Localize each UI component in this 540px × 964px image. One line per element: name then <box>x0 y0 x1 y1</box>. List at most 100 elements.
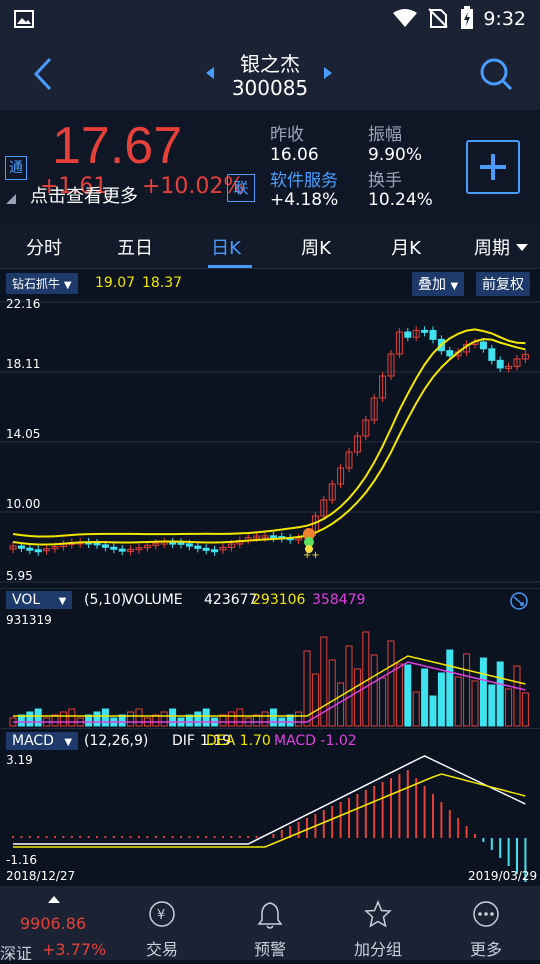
volume-bar <box>269 708 277 727</box>
volume-bar <box>387 640 395 727</box>
adjust-button[interactable]: 前复权 <box>476 272 530 296</box>
tab-daily-k[interactable]: 日K <box>211 238 241 259</box>
volume-bar <box>152 714 160 727</box>
volume-bar <box>295 711 303 727</box>
index-change: +3.77% <box>42 940 107 959</box>
candle <box>93 542 101 546</box>
prev-stock-icon[interactable] <box>204 66 216 80</box>
last-price: 17.67 <box>52 117 183 175</box>
macd-dif-value: 1.19 <box>200 733 232 749</box>
candle <box>253 535 261 539</box>
volume-bar <box>127 711 135 727</box>
chevron-down-icon: ▼ <box>58 596 67 607</box>
tab-intraday[interactable]: 分时 <box>26 238 62 259</box>
candle <box>387 353 395 377</box>
candle <box>496 359 504 369</box>
dea-value: 1.70 <box>239 733 271 749</box>
volume-bar <box>68 708 76 727</box>
volume-bar <box>194 711 202 727</box>
kline-chart[interactable]: 22.16 18.11 14.05 10.00 5.95 ++ <box>0 296 540 586</box>
back-icon[interactable] <box>30 56 54 92</box>
nav-add-group[interactable]: 加分组 <box>324 886 432 960</box>
volume-bar <box>345 645 353 727</box>
candle <box>194 545 202 549</box>
index-ticker[interactable]: 9906.86 深证 +3.77% <box>0 886 108 963</box>
quote-panel[interactable]: 通 17.67 +1.61 +10.02% 点击查看更多 联 昨收 16.06 … <box>0 110 540 224</box>
candle <box>320 499 328 517</box>
candle <box>127 548 135 552</box>
tap-more-hint[interactable]: 点击查看更多 <box>30 186 138 207</box>
candle <box>135 547 143 551</box>
battery-charging-icon <box>461 6 473 29</box>
next-stock-icon[interactable] <box>322 66 334 80</box>
lian-badge[interactable]: 联 <box>227 174 255 202</box>
volume-bar <box>395 663 403 727</box>
macd-dif-label: DIF <box>172 733 195 749</box>
stock-code: 300085 <box>231 76 309 100</box>
macd-selector[interactable]: MACD ▼ <box>6 732 79 750</box>
volume-selector-label: VOL <box>12 592 41 608</box>
volume-bar <box>34 708 42 727</box>
volume-selector[interactable]: VOL ▼ <box>6 591 73 609</box>
volume-bar <box>227 711 235 727</box>
volume-bar <box>446 649 454 727</box>
add-watchlist-button[interactable] <box>466 140 520 194</box>
sector-label[interactable]: 软件服务 <box>270 171 338 191</box>
volume-bar <box>471 680 479 727</box>
amplitude-value: 9.90% <box>368 145 423 165</box>
indicator-selector[interactable]: 钻石抓牛 ▼ <box>6 273 78 294</box>
period-chevron-down-icon[interactable] <box>516 244 528 251</box>
tab-monthly-k[interactable]: 月K <box>391 238 421 259</box>
chevron-down-icon: ▼ <box>63 280 72 291</box>
volume-ma5-line <box>13 655 526 717</box>
nav-alert[interactable]: 预警 <box>216 886 324 960</box>
search-icon[interactable] <box>478 56 514 92</box>
volume-bar <box>505 688 513 727</box>
macd-chart[interactable]: 3.19 -1.16 2018/12/27 2019/03/29 <box>0 752 540 884</box>
volume-ma5: 293106 <box>252 592 306 608</box>
ma1-value: 19.07 <box>95 275 136 291</box>
volume-bar <box>17 714 25 727</box>
volume-bar <box>328 659 336 727</box>
volume-bar <box>51 714 59 727</box>
dea-line <box>13 773 526 848</box>
overlay-button[interactable]: 叠加 ▼ <box>412 272 465 296</box>
gallery-icon <box>14 10 34 28</box>
candle <box>261 535 269 539</box>
turnover-value: 10.24% <box>368 190 433 210</box>
tab-period[interactable]: 周期 <box>474 238 510 259</box>
candle <box>421 329 429 333</box>
amplitude-label: 振幅 <box>368 125 402 145</box>
status-bar: 9:32 <box>0 0 540 38</box>
volume-bar <box>160 711 168 727</box>
candle <box>9 545 17 550</box>
macd-params: (12,26,9) <box>84 733 149 749</box>
volume-chart[interactable]: 931319 <box>0 612 540 728</box>
volume-bar <box>488 684 496 727</box>
candle <box>345 451 353 469</box>
nav-more[interactable]: 更多 <box>432 886 540 960</box>
volume-bar <box>421 668 429 727</box>
volume-bar <box>454 676 462 727</box>
bottom-nav: 9906.86 深证 +3.77% ¥ 交易 预警 加分组 更多 <box>0 886 540 963</box>
tab-weekly-k[interactable]: 周K <box>301 238 331 259</box>
candle <box>269 535 277 539</box>
tong-badge[interactable]: 通 <box>5 156 27 180</box>
volume-bar <box>311 673 319 727</box>
rotate-icon[interactable] <box>508 591 530 611</box>
candle <box>521 353 529 360</box>
expand-up-icon <box>48 896 60 903</box>
candle <box>211 549 219 553</box>
candle <box>488 348 496 361</box>
tab-five-day[interactable]: 五日 <box>117 238 153 259</box>
macd-dea-text: DEA 1.70 <box>206 733 271 749</box>
candle <box>17 545 25 549</box>
volume-bar <box>93 711 101 727</box>
dea-label: DEA <box>206 733 236 749</box>
period-tabs: 分时 五日 日K 周K 月K 周期 <box>0 224 540 269</box>
star-icon <box>364 900 392 928</box>
dif-line <box>13 755 526 845</box>
nav-trade[interactable]: ¥ 交易 <box>108 886 216 960</box>
volume-bar <box>85 714 93 727</box>
candle <box>513 358 521 367</box>
